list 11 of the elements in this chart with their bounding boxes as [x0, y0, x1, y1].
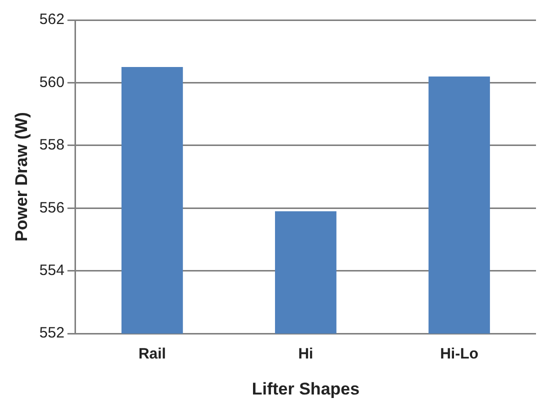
y-tick-label: 560: [39, 74, 64, 91]
y-axis-title: Power Draw (W): [12, 112, 31, 242]
x-tick-label: Rail: [138, 346, 166, 363]
x-tick-label: Hi-Lo: [440, 346, 478, 363]
x-axis-title: Lifter Shapes: [252, 379, 360, 398]
y-tick-label: 562: [39, 11, 64, 28]
y-tick-label: 556: [39, 199, 64, 216]
y-tick-label: 554: [39, 262, 64, 280]
y-tick-label: 558: [39, 136, 64, 154]
y-tick-label: 552: [39, 324, 64, 342]
x-tick-label: Hi: [298, 346, 314, 363]
